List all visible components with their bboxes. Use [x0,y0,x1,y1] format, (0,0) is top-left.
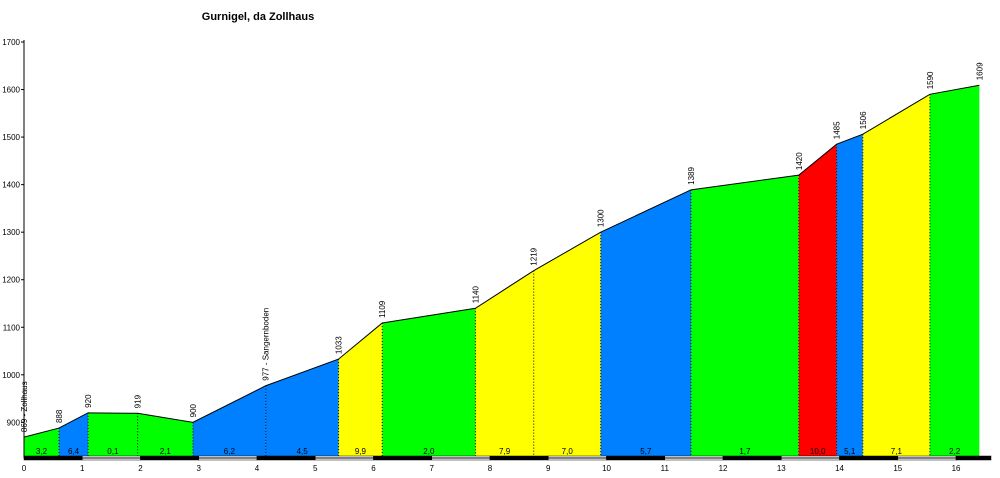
gradient-label: 5,1 [844,447,856,456]
altitude-label: 1300 [597,209,606,227]
segment-area [338,322,383,458]
x-tick-label: 12 [719,464,728,473]
y-tick-label: 1700 [2,38,20,47]
y-axis-ticks: 900 1000 1100 1200 1300 1400 1500 1600 1700 [2,38,24,427]
segment-area [862,94,930,458]
gradient-label: 1,7 [739,447,751,456]
gradient-label: 2,0 [423,447,435,456]
altitude-label: 1485 [833,121,842,139]
segment-dividers [58,94,931,458]
x-tick-label: 15 [893,464,902,473]
gradient-label: 5,7 [640,447,652,456]
segment-area [382,308,476,458]
x-tick-label: 0 [22,464,27,473]
gradient-label: 2,1 [160,447,172,456]
altitude-label: 1389 [687,167,696,185]
segment-area [533,232,601,458]
profile-line [23,84,980,438]
x-tick-label: 7 [430,464,435,473]
segment-area [192,385,266,458]
segment-area [265,359,339,458]
y-tick-label: 1300 [2,228,20,237]
x-tick-label: 8 [488,464,493,473]
x-tick-label: 9 [546,464,551,473]
altitude-label: 977 - Sangernboden [262,308,271,381]
gradient-labels: 3,2 6,4 0,1 2,1 6,2 4,5 9,9 2,0 7,9 7,0 5,7 1,7 10,0… [36,447,961,456]
segment-area [24,428,59,458]
altitude-label: 1140 [471,285,480,303]
x-tick-label: 13 [777,464,786,473]
altitude-label: 920 [84,394,93,408]
gradient-label: 0,1 [107,447,119,456]
segment-area [88,412,138,458]
segment-area [690,175,799,458]
y-tick-label: 1600 [2,86,20,95]
y-tick-label: 1500 [2,133,20,142]
y-tick-label: 900 [7,418,21,427]
y-tick-label: 1400 [2,181,20,190]
altitude-label: 1506 [859,111,868,129]
gradient-label: 7,1 [891,447,903,456]
gradient-label: 2,2 [949,447,961,456]
gradient-label: 6,2 [224,447,236,456]
altitude-label: 1420 [795,152,804,170]
x-tick-label: 4 [255,464,260,473]
altitude-label: 1033 [335,336,344,354]
altitude-label: 888 [55,409,64,423]
altitude-label: 1590 [926,71,935,89]
segment-area [929,85,980,458]
x-tick-label: 2 [138,464,143,473]
gradient-label: 6,4 [68,447,80,456]
x-tick-label: 6 [371,464,376,473]
gradient-label: 10,0 [810,447,826,456]
gradient-label: 4,5 [297,447,309,456]
altitude-label: 869 - Zollhaus [20,381,29,432]
gradient-label: 9,9 [355,447,367,456]
x-tick-label: 5 [313,464,318,473]
gradient-label: 7,0 [562,447,574,456]
altitude-labels: 869 - Zollhaus 888 920 919 900 977 - Sangernb… [20,62,984,432]
chart-title: Gurnigel, da Zollhaus [202,11,314,23]
segment-area [475,270,534,458]
x-tick-label: 16 [952,464,961,473]
x-tick-label: 14 [835,464,844,473]
segment-area [798,144,837,458]
gradient-label: 3,2 [36,447,48,456]
y-tick-label: 1200 [2,276,20,285]
altitude-label: 1609 [975,62,984,80]
gradient-label: 7,9 [499,447,511,456]
x-tick-label: 1 [80,464,85,473]
altitude-label: 1219 [530,247,539,265]
x-tick-label: 11 [661,464,670,473]
altitude-label: 900 [189,403,198,417]
y-tick-label: 1100 [3,323,21,332]
x-axis [23,455,992,461]
segment-area [600,189,691,459]
x-axis-ticks: 0 1 2 3 4 5 6 7 8 9 10 11 12 13 14 15 16 [22,464,961,473]
x-tick-label: 3 [197,464,202,473]
altitude-label: 919 [134,394,143,408]
segment-area [58,412,89,458]
segment-area [137,413,193,458]
x-tick-label: 10 [602,464,611,473]
y-tick-label: 1000 [2,371,20,380]
segment-area [836,134,863,458]
segment-fills [24,85,980,459]
altitude-label: 1109 [378,300,387,318]
